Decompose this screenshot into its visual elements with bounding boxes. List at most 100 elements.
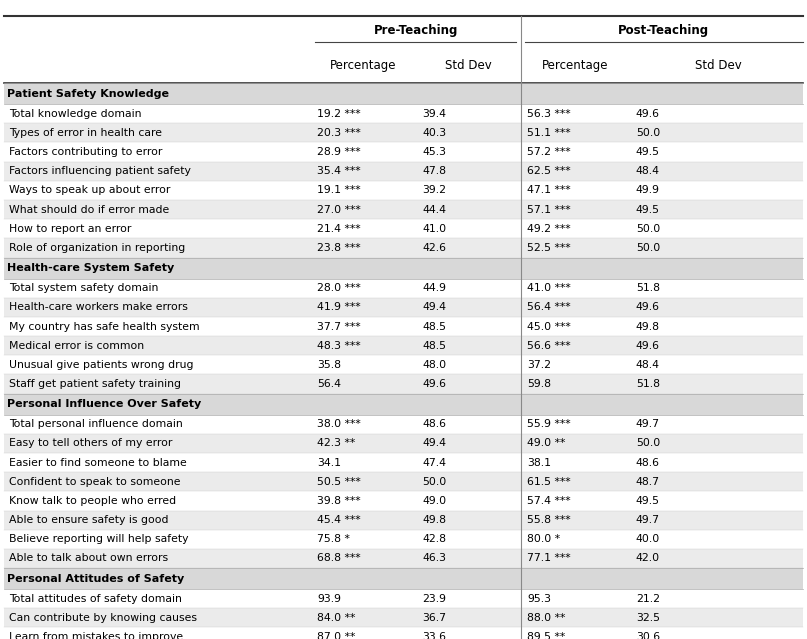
Text: 50.0: 50.0 (636, 243, 660, 253)
Text: 46.3: 46.3 (422, 553, 446, 564)
Bar (4, 434, 803, 453)
Text: 93.9: 93.9 (317, 594, 341, 604)
Bar (4, 51, 803, 83)
Text: 49.6: 49.6 (636, 341, 660, 351)
Bar (4, 181, 803, 200)
Text: Personal Influence Over Safety: Personal Influence Over Safety (7, 399, 202, 409)
Text: 48.7: 48.7 (636, 477, 660, 487)
Text: 34.1: 34.1 (317, 458, 341, 468)
Text: 51.8: 51.8 (636, 379, 660, 389)
Text: 44.4: 44.4 (422, 204, 446, 215)
Text: 35.4 ***: 35.4 *** (317, 166, 361, 176)
Text: 40.0: 40.0 (636, 534, 660, 544)
Text: Pre-Teaching: Pre-Teaching (374, 24, 458, 37)
Text: Can contribute by knowing causes: Can contribute by knowing causes (9, 613, 197, 623)
Text: 49.5: 49.5 (636, 204, 660, 215)
Bar (4, 317, 803, 336)
Text: 45.0 ***: 45.0 *** (527, 321, 571, 332)
Text: Total system safety domain: Total system safety domain (9, 283, 158, 293)
Bar (4, 394, 803, 415)
Bar (4, 162, 803, 181)
Text: 42.6: 42.6 (422, 243, 446, 253)
Text: 68.8 ***: 68.8 *** (317, 553, 361, 564)
Text: 28.9 ***: 28.9 *** (317, 147, 361, 157)
Text: 57.4 ***: 57.4 *** (527, 496, 571, 506)
Text: 50.0: 50.0 (422, 477, 446, 487)
Text: What should do if error made: What should do if error made (9, 204, 169, 215)
Bar (4, 608, 803, 627)
Bar (4, 83, 803, 104)
Text: 27.0 ***: 27.0 *** (317, 204, 361, 215)
Text: Percentage: Percentage (541, 59, 608, 72)
Text: 52.5 ***: 52.5 *** (527, 243, 571, 253)
Text: My country has safe health system: My country has safe health system (9, 321, 199, 332)
Text: 38.1: 38.1 (527, 458, 551, 468)
Text: 39.2: 39.2 (422, 185, 446, 196)
Text: Total personal influence domain: Total personal influence domain (9, 419, 182, 429)
Bar (4, 279, 803, 298)
Bar (4, 374, 803, 394)
Text: 49.8: 49.8 (422, 515, 446, 525)
Text: 80.0 *: 80.0 * (527, 534, 560, 544)
Text: 49.9: 49.9 (636, 185, 660, 196)
Text: 30.6: 30.6 (636, 632, 660, 639)
Bar (4, 589, 803, 608)
Text: 49.7: 49.7 (636, 515, 660, 525)
Text: 35.8: 35.8 (317, 360, 341, 370)
Text: 57.1 ***: 57.1 *** (527, 204, 571, 215)
Text: 40.3: 40.3 (422, 128, 446, 138)
Bar (4, 219, 803, 238)
Text: Types of error in health care: Types of error in health care (9, 128, 162, 138)
Bar (4, 511, 803, 530)
Text: 77.1 ***: 77.1 *** (527, 553, 571, 564)
Text: 89.5 **: 89.5 ** (527, 632, 565, 639)
Text: 95.3: 95.3 (527, 594, 551, 604)
Text: 49.5: 49.5 (636, 147, 660, 157)
Text: 56.4 ***: 56.4 *** (527, 302, 571, 312)
Bar (4, 627, 803, 639)
Bar (4, 258, 803, 279)
Bar (4, 530, 803, 549)
Text: 21.2: 21.2 (636, 594, 660, 604)
Text: Personal Attitudes of Safety: Personal Attitudes of Safety (7, 574, 185, 583)
Bar (4, 200, 803, 219)
Text: 48.4: 48.4 (636, 166, 660, 176)
Text: 61.5 ***: 61.5 *** (527, 477, 571, 487)
Text: 49.2 ***: 49.2 *** (527, 224, 571, 234)
Text: Know talk to people who erred: Know talk to people who erred (9, 496, 176, 506)
Text: Total knowledge domain: Total knowledge domain (9, 109, 141, 119)
Bar (4, 123, 803, 142)
Text: 49.6: 49.6 (422, 379, 446, 389)
Text: 49.6: 49.6 (636, 109, 660, 119)
Text: Able to talk about own errors: Able to talk about own errors (9, 553, 168, 564)
Text: Patient Safety Knowledge: Patient Safety Knowledge (7, 89, 169, 98)
Text: 84.0 **: 84.0 ** (317, 613, 356, 623)
Text: Health-care System Safety: Health-care System Safety (7, 263, 174, 273)
Text: 59.8: 59.8 (527, 379, 551, 389)
Text: 45.4 ***: 45.4 *** (317, 515, 361, 525)
Text: 75.8 *: 75.8 * (317, 534, 350, 544)
Text: Factors influencing patient safety: Factors influencing patient safety (9, 166, 190, 176)
Bar (4, 355, 803, 374)
Bar (4, 415, 803, 434)
Text: 49.7: 49.7 (636, 419, 660, 429)
Text: 28.0 ***: 28.0 *** (317, 283, 361, 293)
Text: 56.4: 56.4 (317, 379, 341, 389)
Text: 44.9: 44.9 (422, 283, 446, 293)
Text: 62.5 ***: 62.5 *** (527, 166, 571, 176)
Text: Easy to tell others of my error: Easy to tell others of my error (9, 438, 172, 449)
Text: Post-Teaching: Post-Teaching (618, 24, 709, 37)
Text: 56.6 ***: 56.6 *** (527, 341, 571, 351)
Text: 19.2 ***: 19.2 *** (317, 109, 361, 119)
Text: 49.4: 49.4 (422, 302, 446, 312)
Text: 51.8: 51.8 (636, 283, 660, 293)
Text: 42.3 **: 42.3 ** (317, 438, 355, 449)
Text: 48.6: 48.6 (636, 458, 660, 468)
Text: 50.0: 50.0 (636, 224, 660, 234)
Bar (4, 453, 803, 472)
Text: Total attitudes of safety domain: Total attitudes of safety domain (9, 594, 182, 604)
Text: 39.4: 39.4 (422, 109, 446, 119)
Text: Factors contributing to error: Factors contributing to error (9, 147, 162, 157)
Text: 20.3 ***: 20.3 *** (317, 128, 361, 138)
Text: Medical error is common: Medical error is common (9, 341, 144, 351)
